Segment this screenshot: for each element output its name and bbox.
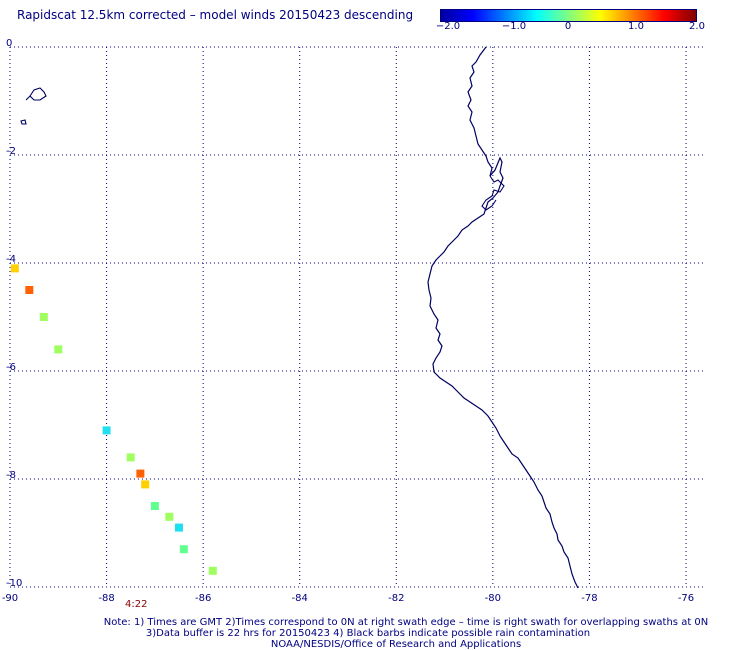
wind-cell [165,512,174,521]
lat-tick-label: -4 [6,254,16,265]
colorbar-tick: 2.0 [689,21,705,32]
lat-tick-label: -2 [6,146,16,157]
colorbar-tick: −1.0 [501,21,527,32]
wind-cell [175,523,183,532]
lon-tick-label: -88 [98,593,114,604]
lat-tick-label: -6 [6,362,16,373]
lat-tick-label: -8 [6,470,16,481]
lon-tick-label: -80 [485,593,501,604]
colorbar-tick: −2.0 [435,21,461,32]
wind-cell [179,545,188,554]
lon-tick-label: -82 [388,593,404,604]
wind-cell [10,264,19,273]
island-path [29,87,47,101]
lon-tick-label: -84 [292,593,308,604]
coastline-path [427,46,579,589]
wind-cell [136,469,145,478]
wind-cell [25,286,34,294]
footnote-line-3: NOAA/NESDIS/Office of Research and Appli… [270,639,522,650]
estuary-path [481,175,505,211]
island-path [20,119,27,125]
coastline [20,46,579,589]
wind-cell [126,453,135,462]
lon-tick-label: -76 [678,593,694,604]
island-path [25,95,31,101]
graticule [9,46,706,588]
wind-cell [102,426,111,435]
wind-cell [208,566,217,575]
lat-tick-label: -10 [6,578,22,589]
lon-tick-label: -90 [2,593,18,604]
wind-cell [141,480,150,489]
lon-tick-label: -86 [195,593,211,604]
lat-tick-label: 0 [6,38,12,49]
footnote-line-2: 3)Data buffer is 22 hrs for 20150423 4) … [145,628,591,639]
map-title: Rapidscat 12.5km corrected – model winds… [17,8,414,22]
colorbar [440,9,697,22]
axis-tick-labels: -90 -88 -86 -84 -82 -80 -78 -76 0 -2 -4 -6 -8 -10 [2,38,694,604]
wind-cell [150,502,159,510]
lon-tick-label: -78 [581,593,597,604]
wind-cells [10,264,217,575]
swath-time-label: 4:22 [125,599,148,610]
wind-cell [39,313,48,321]
colorbar-tick: 0 [564,21,572,32]
footnote-line-1: Note: 1) Times are GMT 2)Times correspon… [103,617,709,628]
colorbar-tick: 1.0 [628,21,644,32]
wind-cell [54,345,63,354]
